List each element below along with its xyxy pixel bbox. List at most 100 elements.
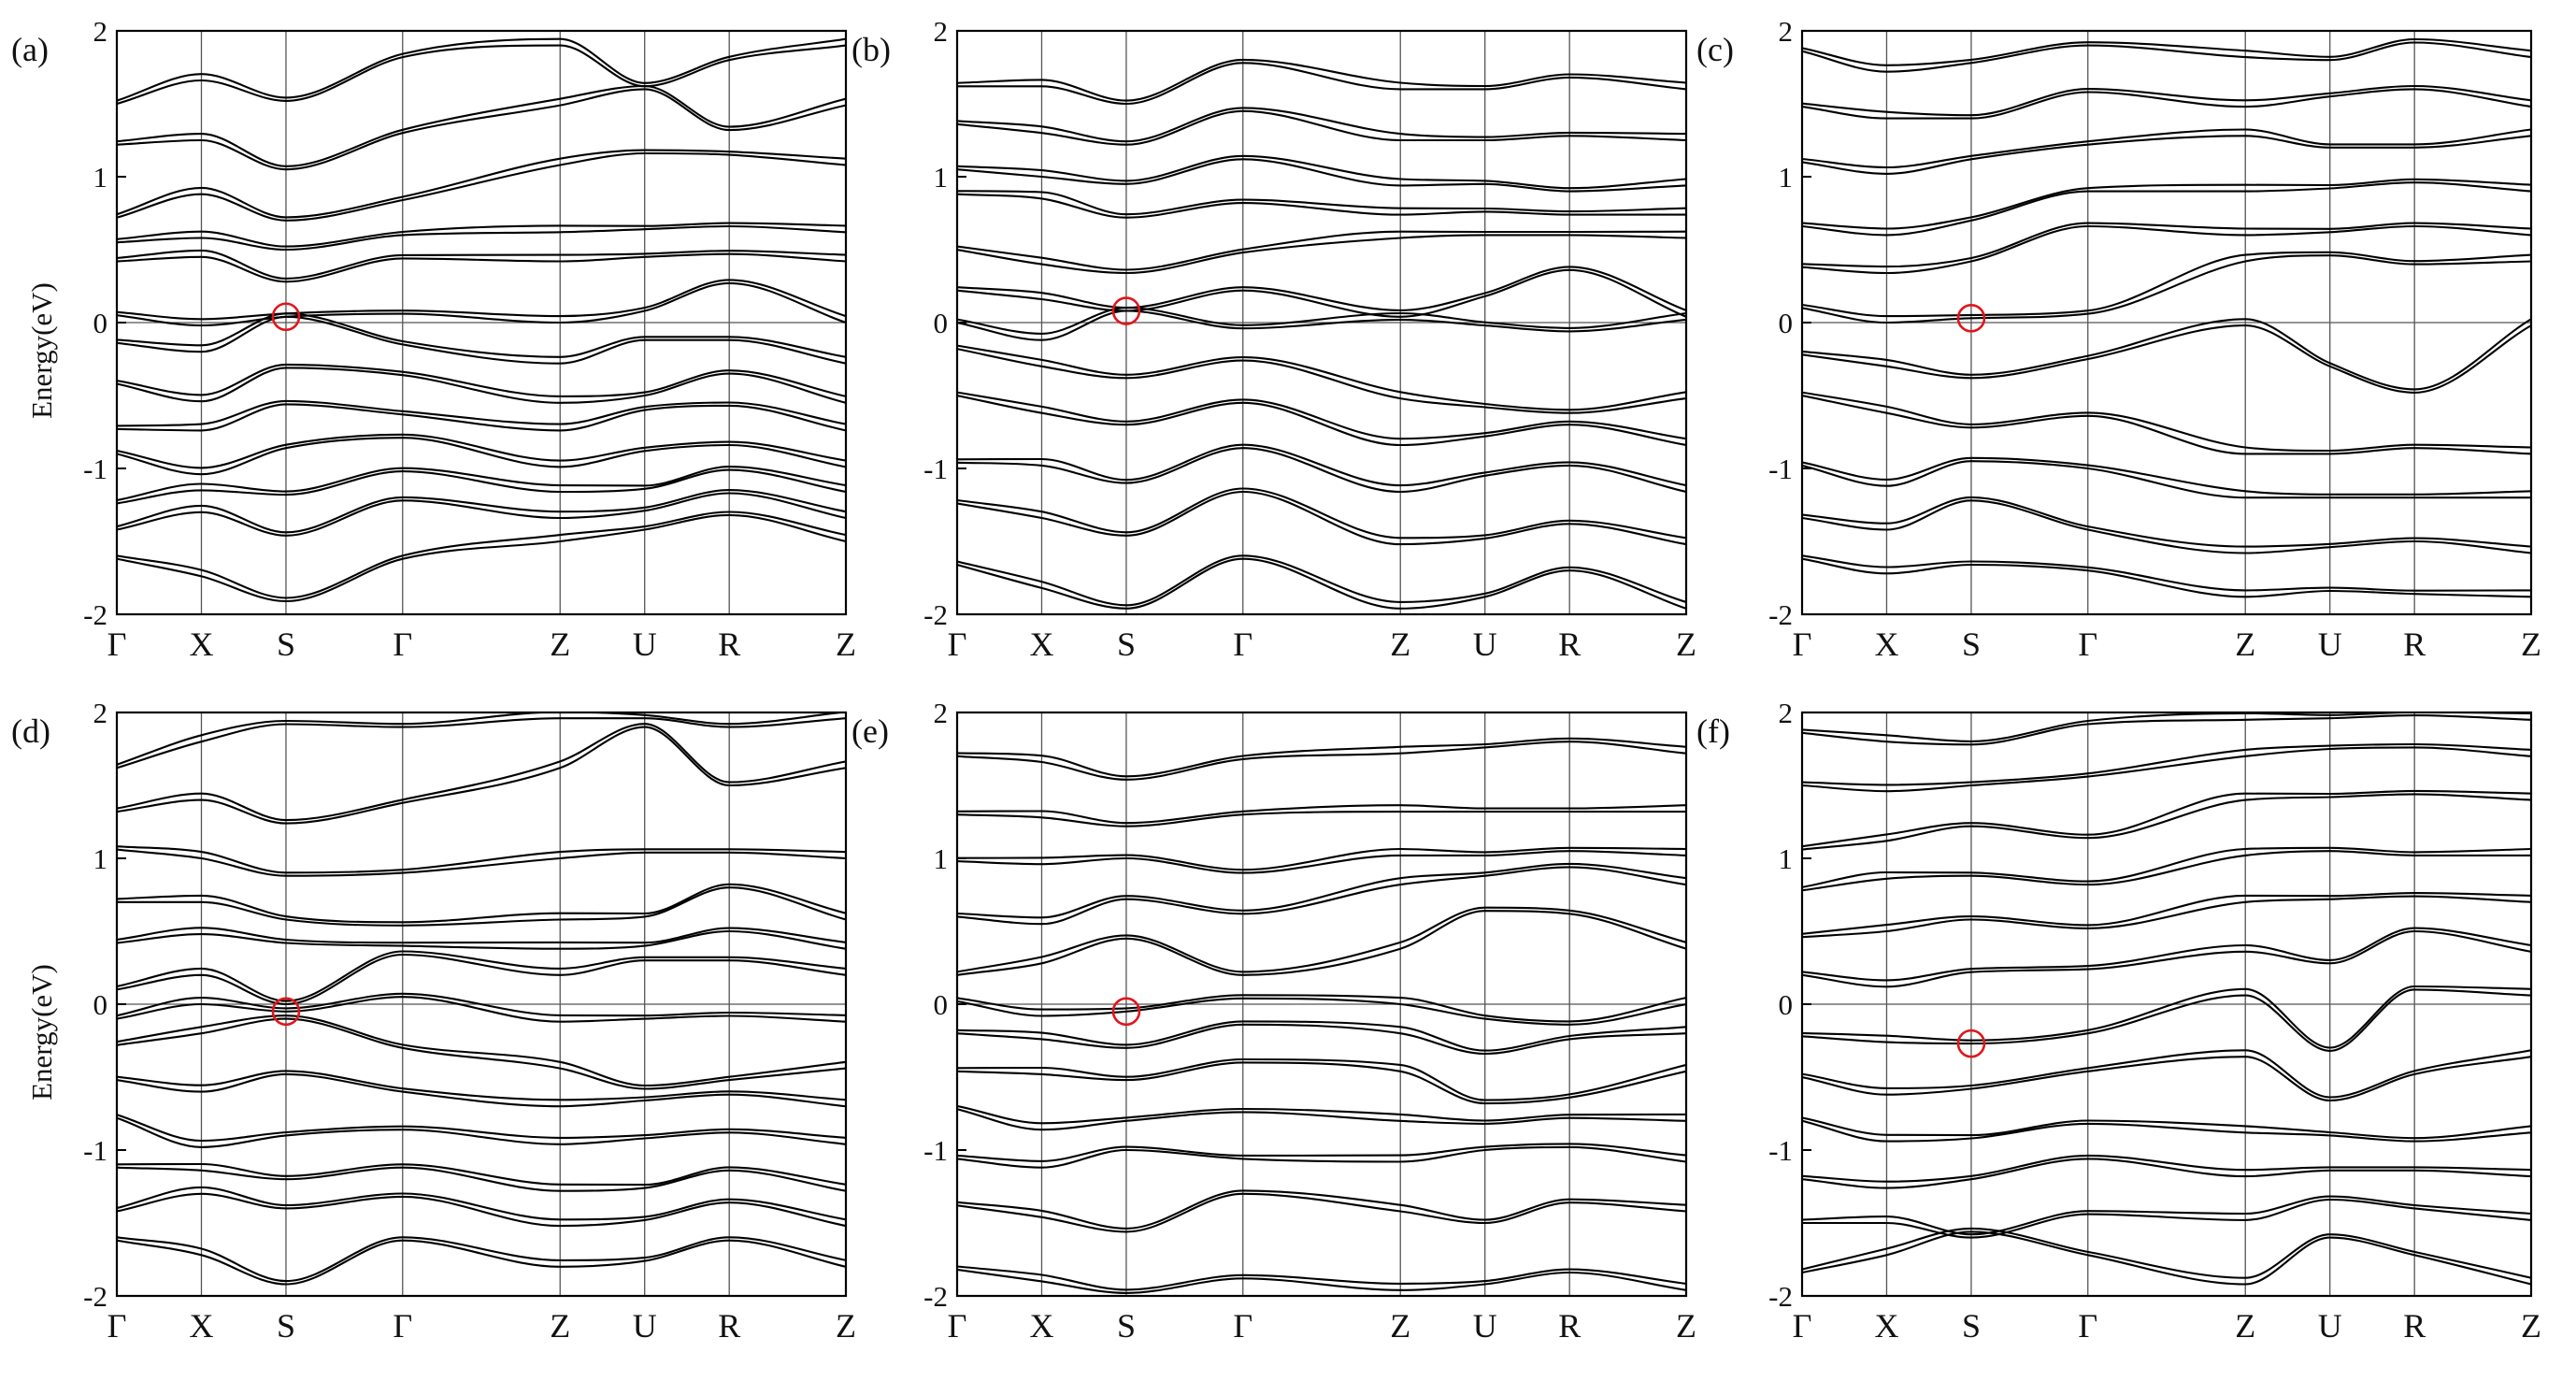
band-line <box>1802 41 2531 73</box>
band-line <box>957 1145 1686 1169</box>
band-line <box>117 468 846 505</box>
band-line <box>957 804 1686 825</box>
band-line <box>117 249 846 280</box>
band-line <box>957 1104 1686 1125</box>
band-line <box>117 511 846 599</box>
band-line <box>117 44 846 106</box>
panel-label: (d) <box>11 712 50 750</box>
panel-e: -2 -1 0 1 2 Γ X S Γ Z U R Z (e) <box>852 697 1696 1345</box>
y-tick-label: 0 <box>1779 988 1794 1021</box>
bands <box>117 712 846 1286</box>
k-point-label: U <box>2318 626 2342 663</box>
bands <box>1802 712 2531 1286</box>
band-line <box>117 489 846 534</box>
y-tick-label: 1 <box>934 161 949 194</box>
band-line <box>117 950 846 1002</box>
y-tick-label: 1 <box>93 842 108 875</box>
band-line <box>1802 714 2531 746</box>
band-line <box>1802 37 2531 66</box>
band-line <box>957 230 1686 271</box>
k-point-label: R <box>718 626 740 663</box>
band-line <box>1802 927 2531 982</box>
k-point-label: Z <box>2235 1307 2255 1345</box>
band-line <box>117 88 846 171</box>
band-line <box>117 315 846 365</box>
band-line <box>957 557 1686 610</box>
k-point-label: R <box>2403 1307 2426 1345</box>
band-line <box>957 554 1686 607</box>
y-tick-label: 2 <box>1779 15 1794 48</box>
k-point-label: Γ <box>2078 626 2097 663</box>
band-line <box>117 399 846 427</box>
y-tick-label: 2 <box>93 697 108 729</box>
degenerate-point-marker <box>1956 1029 1986 1058</box>
band-line <box>1802 499 2531 554</box>
y-tick-label: 0 <box>934 988 949 1021</box>
band-line <box>1802 318 2531 391</box>
panel-f: -2 -1 0 1 2 Γ X S Γ Z U R Z (f) <box>1696 697 2541 1345</box>
panel-c: -2 -1 0 1 2 Γ X S Γ Z U R Z (c) <box>1696 15 2541 663</box>
band-line <box>1802 1195 2531 1236</box>
y-tick-label: -2 <box>83 1280 107 1313</box>
band-line <box>117 252 846 283</box>
y-tick-label: 0 <box>934 307 949 339</box>
band-line <box>117 1166 846 1192</box>
band-line <box>957 811 1686 827</box>
band-line <box>957 443 1686 487</box>
k-point-label: Z <box>1390 626 1410 663</box>
band-line <box>117 845 846 874</box>
band-line <box>117 886 846 927</box>
y-tick-label: -1 <box>83 1134 107 1167</box>
band-line <box>117 848 846 877</box>
y-tick-label: 2 <box>1779 697 1794 729</box>
band-line <box>117 281 846 327</box>
y-tick-label: -1 <box>83 453 107 485</box>
band-line <box>957 1023 1686 1056</box>
k-point-label: S <box>1962 1307 1981 1345</box>
band-line <box>117 1114 846 1143</box>
band-line <box>1802 496 2531 548</box>
band-line <box>1802 1154 2531 1183</box>
band-line <box>117 1192 846 1228</box>
band-line <box>117 1116 846 1148</box>
y-tick-label: 1 <box>93 161 108 194</box>
band-line <box>1802 557 2531 598</box>
band-line <box>957 1143 1686 1162</box>
k-point-label: U <box>633 1307 657 1345</box>
bands <box>957 737 1686 1294</box>
band-line <box>117 224 846 252</box>
band-line <box>1802 846 2531 888</box>
k-point-label: R <box>2403 626 2426 663</box>
k-point-label: Z <box>2235 626 2255 663</box>
band-line <box>957 394 1686 447</box>
band-line <box>1802 746 2531 793</box>
band-line <box>117 492 846 537</box>
panel-label: (f) <box>1696 712 1730 750</box>
y-axis-label: Energy(eV) <box>25 964 58 1100</box>
k-point-label: Z <box>1676 626 1696 663</box>
k-point-label: Z <box>836 1307 856 1345</box>
band-line <box>1802 394 2531 455</box>
band-line <box>117 1017 846 1090</box>
band-line <box>117 363 846 397</box>
band-line <box>957 862 1686 919</box>
band-line <box>957 850 1686 874</box>
band-line <box>957 190 1686 216</box>
band-line <box>1802 128 2531 169</box>
band-line <box>957 910 1686 976</box>
y-tick-label: -1 <box>923 453 948 485</box>
band-line <box>1802 222 2531 268</box>
y-tick-label: -1 <box>923 1134 948 1167</box>
band-line <box>1802 985 2531 1049</box>
band-line <box>117 712 846 766</box>
band-line <box>1802 850 2531 892</box>
band-line <box>117 992 846 1017</box>
band-line <box>117 927 846 944</box>
band-line <box>957 994 1686 1023</box>
band-line <box>957 737 1686 778</box>
k-point-label: R <box>718 1307 740 1345</box>
band-line <box>117 279 846 321</box>
band-line <box>117 1162 846 1187</box>
band-line <box>1802 456 2531 496</box>
band-line <box>957 309 1686 341</box>
